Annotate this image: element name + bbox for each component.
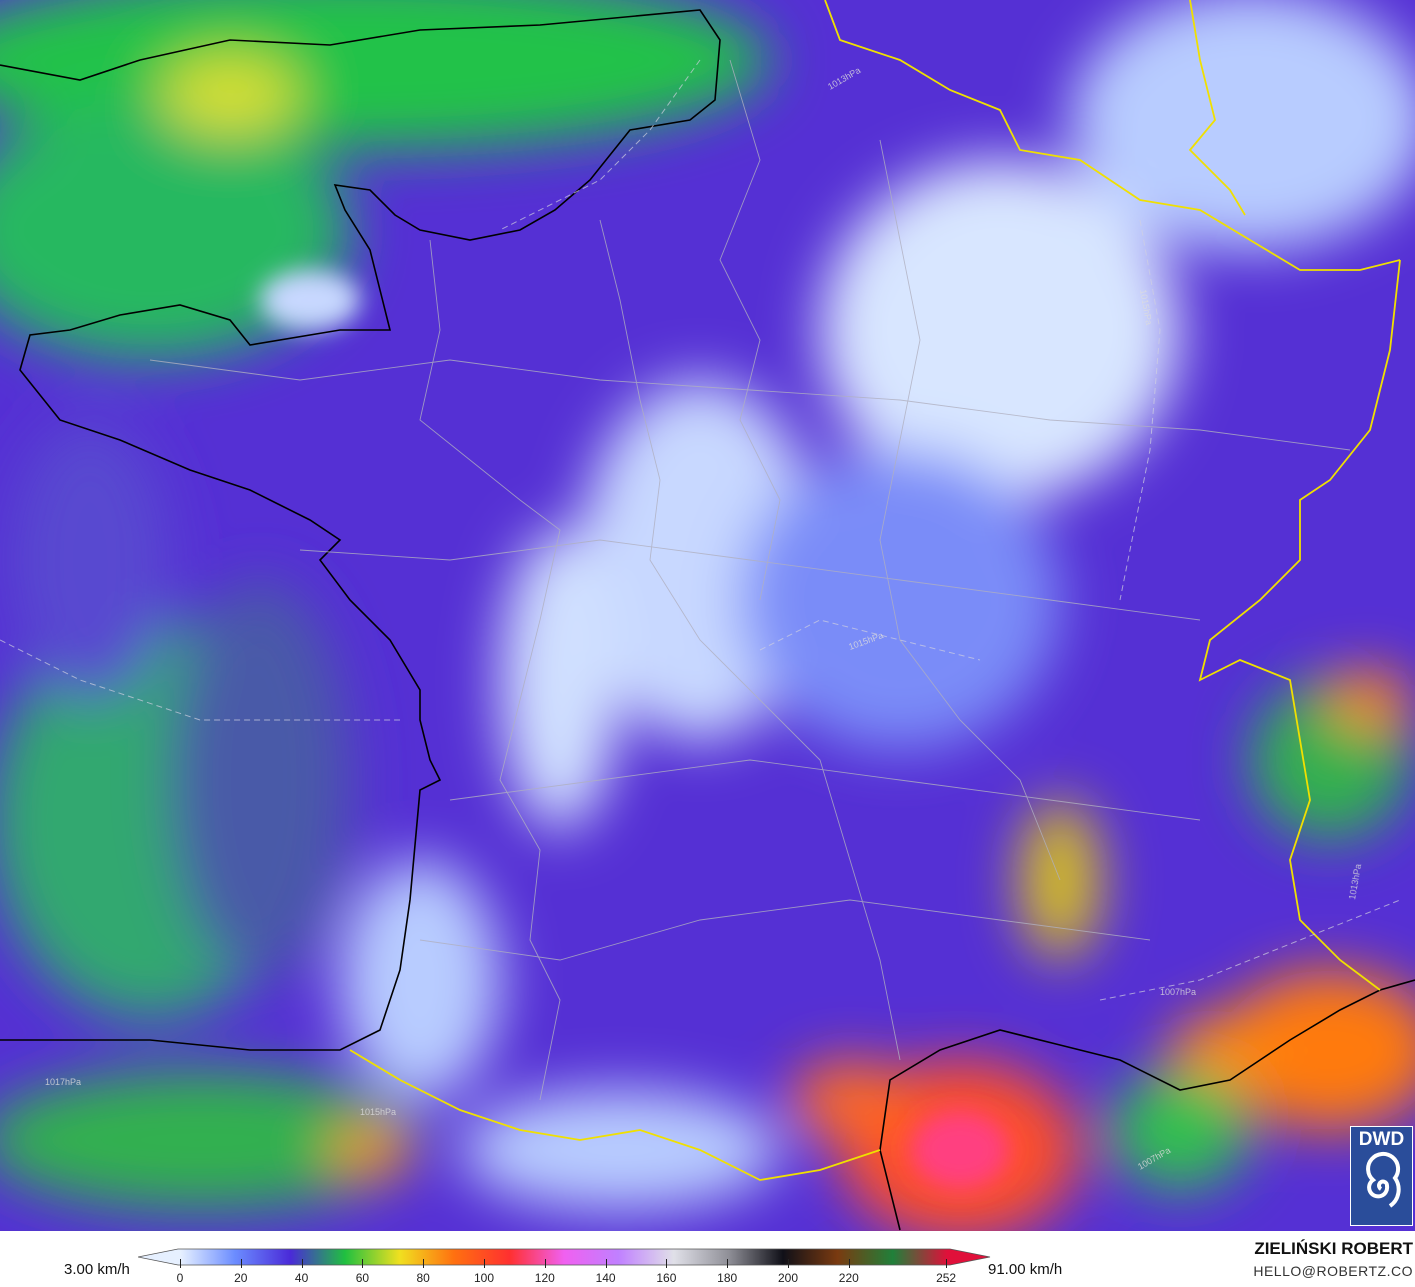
colorbar-tick-mark xyxy=(666,1259,668,1268)
colorbar-tick-mark xyxy=(180,1259,181,1268)
colorbar-tick-label: 140 xyxy=(595,1271,616,1285)
author-credit: ZIELIŃSKI ROBERT xyxy=(1254,1239,1413,1258)
dwd-logo: DWD xyxy=(1350,1126,1413,1226)
colorbar-tick-label: 40 xyxy=(294,1271,309,1285)
colorbar-legend: 3.00 km/h 0 20 40 60 80 100 120 140 160 180 200 220… xyxy=(0,1231,1415,1287)
legend-min-label: 3.00 km/h xyxy=(64,1261,130,1278)
colorbar-tick-mark xyxy=(362,1259,364,1268)
coastline xyxy=(0,9,1415,1231)
country-borders xyxy=(349,0,1401,1181)
region-borders xyxy=(149,59,1351,1101)
isobars xyxy=(0,59,1401,1001)
isobar-label: 1007hPa xyxy=(1160,987,1196,997)
colorbar-tick-label: 160 xyxy=(656,1271,677,1285)
colorbar-tick-label: 220 xyxy=(838,1271,859,1285)
colorbar-tick-label: 100 xyxy=(473,1271,495,1285)
colorbar-tick-mark xyxy=(605,1259,607,1268)
colorbar-tick-label: 252 xyxy=(936,1271,957,1285)
colorbar-tick-label: 80 xyxy=(416,1271,430,1285)
colorbar-tick-label: 0 xyxy=(176,1271,184,1285)
colorbar-tick-mark xyxy=(788,1259,789,1268)
legend-max-label: 91.00 km/h xyxy=(988,1261,1063,1278)
colorbar-tick-mark xyxy=(848,1259,850,1268)
colorbar-tick-label: 120 xyxy=(534,1271,555,1285)
colorbar-tick-label: 60 xyxy=(355,1271,370,1285)
colorbar-tick-mark xyxy=(727,1259,729,1268)
colorbar-tick-mark xyxy=(946,1259,948,1268)
colorbar-tick-mark xyxy=(301,1259,303,1268)
colorbar xyxy=(138,1248,991,1266)
colorbar-tick-label: 20 xyxy=(234,1271,248,1285)
colorbar-tick-mark xyxy=(544,1259,546,1268)
isobar-label: 1017hPa xyxy=(45,1077,81,1087)
spiral-icon xyxy=(1366,1151,1401,1208)
colorbar-tick-mark xyxy=(423,1259,425,1268)
colorbar-tick-mark xyxy=(484,1259,485,1268)
wind-gust-map: 1013hPa 1015hPa 1015hPa 1017hPa 1015hPa … xyxy=(0,0,1415,1231)
isobar-label: 1015hPa xyxy=(360,1107,396,1117)
wind-field xyxy=(0,0,1415,1231)
author-email: HELLO@ROBERTZ.CO xyxy=(1253,1263,1413,1279)
colorbar-tick-mark xyxy=(240,1259,242,1268)
colorbar-tick-label: 180 xyxy=(717,1271,738,1285)
dwd-logo-text: DWD xyxy=(1358,1129,1405,1150)
colorbar-tick-label: 200 xyxy=(777,1271,799,1285)
